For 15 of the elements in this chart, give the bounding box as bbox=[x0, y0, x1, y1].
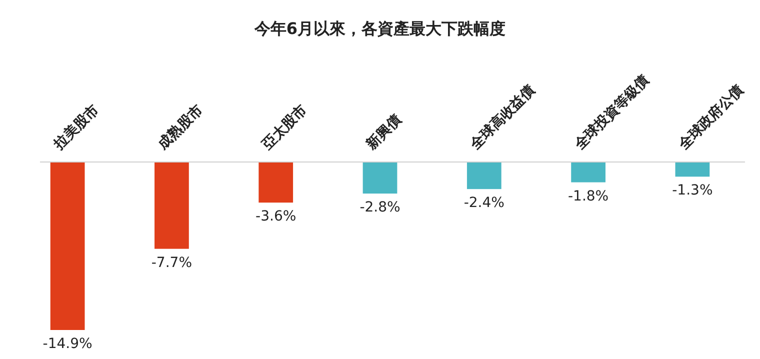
x-tick-label: 全球政府公債 bbox=[674, 81, 747, 154]
data-label: -2.4% bbox=[464, 195, 504, 212]
x-tick-label: 亞太股市 bbox=[258, 101, 310, 154]
chart-title: 今年6月以來，各資產最大下跌幅度 bbox=[253, 19, 506, 38]
x-tick-label: 全球投資等級債 bbox=[571, 72, 652, 154]
data-label: -7.7% bbox=[151, 254, 192, 271]
data-label: -1.8% bbox=[568, 188, 609, 204]
data-label: -2.8% bbox=[360, 200, 400, 216]
data-label: -14.9% bbox=[42, 336, 92, 352]
x-tick-label: 新興債 bbox=[362, 111, 405, 154]
data-label: -3.6% bbox=[256, 208, 296, 225]
x-tick-label: 成熟股市 bbox=[154, 101, 206, 154]
data-label: -1.3% bbox=[672, 182, 713, 199]
x-tick-label: 拉美股市 bbox=[50, 101, 102, 154]
x-tick-label: 全球高收益債 bbox=[466, 81, 538, 154]
